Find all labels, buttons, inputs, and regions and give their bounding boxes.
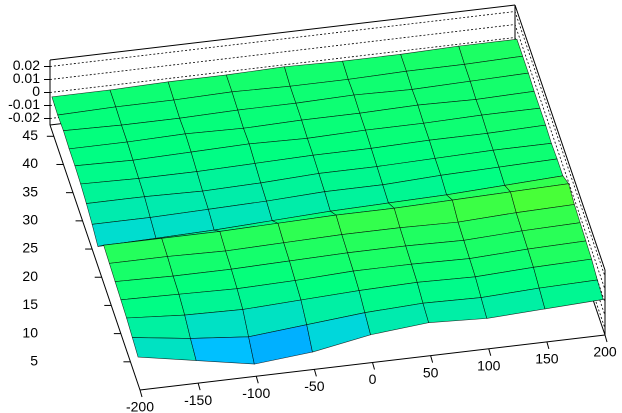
grid-line [49, 11, 606, 277]
z-tick-label: -0.02 [8, 109, 40, 125]
grid-line [49, 37, 606, 303]
y-tick-label: 40 [22, 155, 38, 171]
x-tick-label: 50 [423, 364, 439, 380]
x-tick-label: 150 [535, 351, 559, 367]
x-tick [430, 355, 434, 363]
box-edge [514, 4, 606, 271]
surface-cell [131, 337, 197, 361]
x-tick [488, 348, 492, 356]
x-tick [139, 389, 143, 398]
box-edge [49, 4, 516, 61]
x-tick [313, 369, 317, 377]
x-tick-label: 200 [593, 344, 617, 360]
surface-cell [126, 314, 191, 339]
x-tick-label: -150 [184, 392, 212, 408]
y-tick-label: 10 [22, 324, 38, 340]
surface-cell [538, 279, 604, 310]
x-tick-label: -100 [242, 385, 270, 401]
z-tick-label: 0.01 [13, 70, 40, 86]
y-tick-label: 45 [22, 127, 38, 143]
x-tick-label: -200 [126, 399, 154, 413]
y-tick-label: 35 [22, 183, 38, 199]
surface-cell [190, 336, 255, 365]
y-tick-label: 30 [22, 212, 38, 228]
x-tick-label: -50 [304, 378, 324, 394]
z-tick-label: -0.01 [8, 96, 40, 112]
x-tick [372, 362, 375, 370]
x-tick [546, 341, 550, 350]
x-tick [604, 334, 608, 343]
box-edge [49, 124, 141, 391]
x-tick-label: 0 [369, 371, 377, 387]
y-tick-label: 15 [22, 296, 38, 312]
grid-line [49, 24, 606, 290]
z-tick-label: 0.02 [13, 57, 40, 73]
x-tick-label: 100 [477, 357, 501, 373]
x-tick [255, 376, 259, 384]
x-tick [197, 382, 201, 391]
y-tick-label: 5 [30, 353, 38, 369]
z-tick-label: 0 [32, 83, 40, 99]
y-tick-label: 25 [22, 240, 38, 256]
y-tick-label: 20 [22, 268, 38, 284]
